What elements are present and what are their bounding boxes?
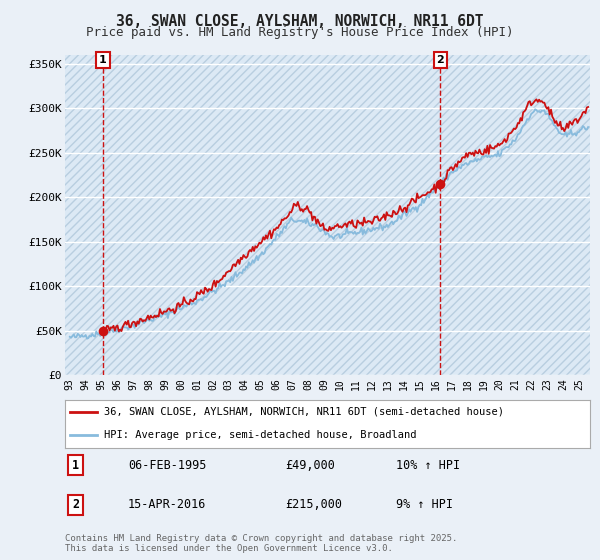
Text: 2: 2 xyxy=(72,498,79,511)
Text: £49,000: £49,000 xyxy=(286,459,335,472)
Text: 36, SWAN CLOSE, AYLSHAM, NORWICH, NR11 6DT: 36, SWAN CLOSE, AYLSHAM, NORWICH, NR11 6… xyxy=(116,14,484,29)
Text: Price paid vs. HM Land Registry's House Price Index (HPI): Price paid vs. HM Land Registry's House … xyxy=(86,26,514,39)
Text: 36, SWAN CLOSE, AYLSHAM, NORWICH, NR11 6DT (semi-detached house): 36, SWAN CLOSE, AYLSHAM, NORWICH, NR11 6… xyxy=(104,407,505,417)
Text: 06-FEB-1995: 06-FEB-1995 xyxy=(128,459,206,472)
Text: 2: 2 xyxy=(436,55,444,65)
Text: 15-APR-2016: 15-APR-2016 xyxy=(128,498,206,511)
Text: Contains HM Land Registry data © Crown copyright and database right 2025.
This d: Contains HM Land Registry data © Crown c… xyxy=(65,534,457,553)
Text: 9% ↑ HPI: 9% ↑ HPI xyxy=(396,498,453,511)
Text: £215,000: £215,000 xyxy=(286,498,343,511)
Text: 1: 1 xyxy=(72,459,79,472)
Text: 10% ↑ HPI: 10% ↑ HPI xyxy=(396,459,460,472)
Text: 1: 1 xyxy=(99,55,107,65)
Text: HPI: Average price, semi-detached house, Broadland: HPI: Average price, semi-detached house,… xyxy=(104,430,417,440)
